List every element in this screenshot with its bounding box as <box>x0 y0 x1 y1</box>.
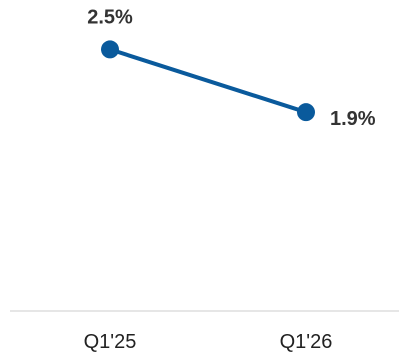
data-point-q125 <box>101 40 119 59</box>
x-axis-ticks: Q1'25 Q1'26 <box>84 331 333 353</box>
data-label: 1.9% <box>330 108 376 130</box>
series-layer: 2.5% 1.9% <box>87 6 376 130</box>
series-line <box>108 47 308 115</box>
data-point-q126 <box>297 103 315 122</box>
x-tick-label: Q1'26 <box>280 331 333 353</box>
data-label: 2.5% <box>87 6 133 28</box>
x-tick-label: Q1'25 <box>84 331 137 353</box>
